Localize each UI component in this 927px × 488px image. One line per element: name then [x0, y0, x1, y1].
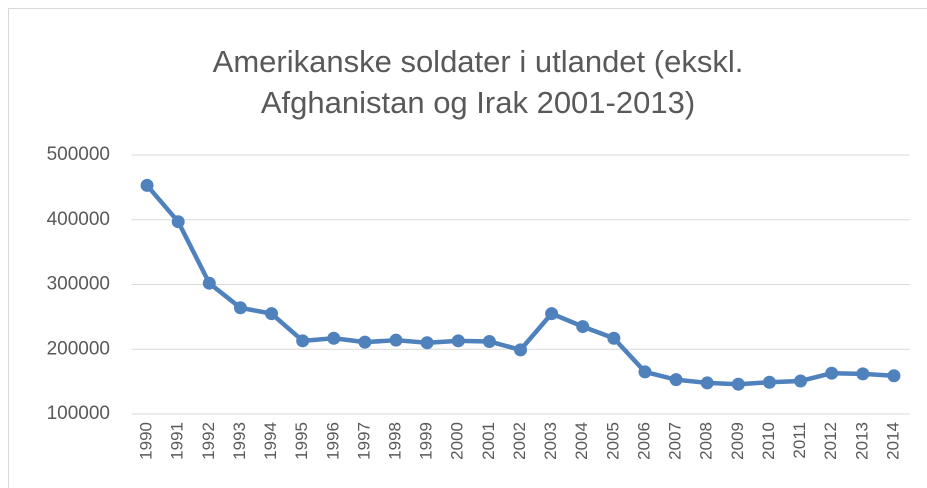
marker: [202, 276, 216, 290]
marker: [389, 333, 403, 347]
marker: [607, 331, 621, 345]
marker: [514, 343, 527, 357]
marker: [358, 335, 372, 349]
x-tick-label: 2012: [821, 422, 840, 460]
x-tick-label: 2007: [666, 422, 685, 460]
x-tick-label: 2003: [541, 422, 560, 460]
marker: [140, 178, 154, 192]
marker: [420, 336, 434, 350]
x-tick-label: 2000: [448, 422, 467, 460]
marker: [233, 301, 247, 315]
x-tick-label: 1994: [261, 422, 280, 460]
marker: [794, 374, 808, 388]
marker: [171, 215, 185, 229]
y-tick-label: 300000: [47, 274, 110, 295]
y-tick-label: 500000: [47, 144, 110, 165]
marker: [296, 334, 310, 348]
x-tick-label: 2014: [883, 422, 902, 460]
x-tick-label: 2011: [790, 422, 809, 459]
x-tick-label: 1990: [137, 422, 156, 460]
x-tick-label: 1996: [323, 422, 342, 460]
y-tick-label: 100000: [47, 403, 110, 424]
marker: [482, 334, 496, 348]
y-tick-label: 200000: [47, 338, 110, 359]
marker: [700, 376, 714, 390]
x-tick-label: 2013: [852, 422, 871, 460]
x-tick-label: 1992: [199, 422, 218, 460]
marker: [887, 369, 901, 383]
x-tick-label: 2005: [603, 422, 622, 460]
chart-frame: [8, 8, 927, 488]
chart-title: Afghanistan og Irak 2001-2013): [261, 85, 695, 120]
marker: [265, 307, 279, 321]
x-tick-label: 1993: [230, 422, 249, 460]
x-tick-label: 2006: [634, 422, 653, 460]
x-tick-label: 2008: [697, 422, 716, 460]
x-tick-label: 2004: [572, 422, 591, 460]
marker: [856, 367, 870, 381]
x-tick-label: 1999: [417, 422, 436, 460]
marker: [669, 373, 683, 387]
marker: [327, 331, 341, 345]
chart-title: Amerikanske soldater i utlandet (ekskl.: [213, 44, 744, 79]
marker: [825, 366, 839, 380]
x-tick-label: 1998: [386, 422, 405, 460]
x-tick-label: 1991: [168, 422, 187, 460]
marker: [545, 307, 559, 321]
x-tick-label: 2010: [759, 422, 778, 460]
x-tick-label: 2002: [510, 422, 529, 460]
x-tick-label: 1997: [354, 422, 373, 460]
marker: [451, 334, 465, 348]
marker: [638, 365, 652, 379]
marker: [731, 377, 745, 391]
x-tick-label: 1995: [292, 422, 311, 460]
x-tick-label: 2001: [479, 422, 498, 460]
marker: [576, 320, 590, 334]
marker: [762, 375, 776, 389]
x-tick-label: 2009: [728, 422, 747, 460]
y-tick-label: 400000: [47, 209, 110, 230]
